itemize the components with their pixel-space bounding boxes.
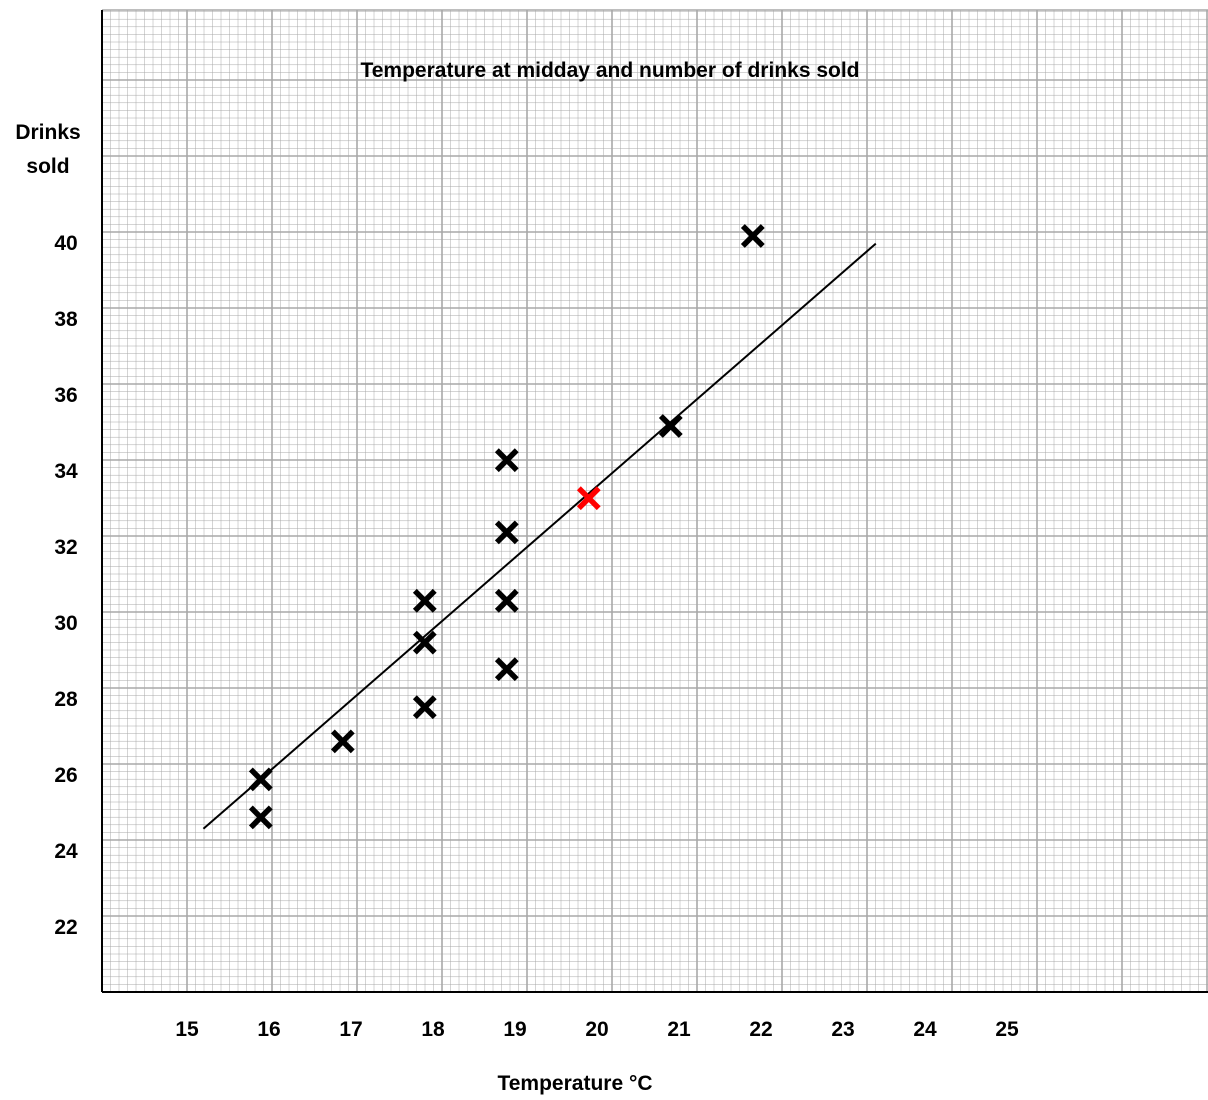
data-point-cross-stroke — [412, 588, 437, 613]
x-tick-label: 25 — [995, 1018, 1019, 1041]
data-point-cross-stroke — [248, 805, 273, 830]
data-point-cross — [412, 588, 437, 613]
y-tick-label: 30 — [54, 612, 77, 635]
data-point-cross-stroke — [494, 448, 519, 473]
highlight-point-cross-stroke — [576, 486, 601, 511]
line-of-best-fit — [202, 242, 877, 830]
data-point-cross-stroke — [494, 657, 519, 682]
data-point-cross-stroke — [740, 224, 765, 248]
x-tick-label: 16 — [257, 1018, 280, 1041]
x-tick-label: 22 — [749, 1018, 772, 1041]
y-tick-label: 38 — [54, 308, 78, 331]
x-tick-label: 18 — [421, 1018, 445, 1041]
data-point-cross — [412, 695, 437, 720]
grid — [101, 9, 1208, 993]
chart-title: Temperature at midday and number of drin… — [360, 59, 859, 82]
data-point-cross — [248, 767, 273, 792]
x-tick-label: 23 — [831, 1018, 854, 1041]
y-axis-label-line1: Drinks — [15, 121, 80, 144]
x-tick-label: 20 — [585, 1018, 608, 1041]
data-point-cross — [412, 630, 437, 655]
data-point-cross — [494, 448, 519, 473]
data-point-cross-stroke — [658, 414, 683, 438]
data-point-cross — [658, 414, 683, 438]
axes — [101, 10, 1208, 993]
x-tick-label: 21 — [667, 1018, 691, 1041]
y-tick-label: 32 — [54, 536, 77, 559]
x-tick-label: 19 — [503, 1018, 526, 1041]
data-point-cross — [330, 729, 355, 754]
data-point-cross — [494, 657, 519, 682]
y-tick-label: 28 — [54, 688, 78, 711]
data-point-cross-stroke — [330, 729, 355, 754]
data-point-cross — [248, 805, 273, 830]
y-tick-label: 34 — [54, 460, 78, 483]
y-tick-label: 26 — [54, 764, 77, 787]
tick-labels: 15 16 17 18 19 20 21 22 23 24 25 22 24 26 28 30 32 34 36 38… — [54, 232, 1019, 1041]
x-tick-label: 17 — [339, 1018, 362, 1041]
y-tick-label: 22 — [54, 916, 77, 939]
data-point-cross-stroke — [248, 767, 273, 792]
data-point-cross-stroke — [412, 695, 437, 720]
data-point-cross-stroke — [412, 630, 437, 655]
y-tick-label: 40 — [54, 232, 77, 255]
y-axis-label-line2: sold — [26, 155, 69, 178]
y-tick-label: 36 — [54, 384, 77, 407]
data-point-cross — [494, 588, 519, 613]
data-point-cross — [494, 520, 519, 545]
data-point-cross-stroke — [494, 588, 519, 613]
x-tick-label: 24 — [913, 1018, 937, 1041]
data-points — [248, 224, 765, 830]
x-axis-label: Temperature °C — [497, 1072, 652, 1095]
y-tick-label: 24 — [54, 840, 78, 863]
data-point-cross-stroke — [494, 520, 519, 545]
data-point-cross — [740, 224, 765, 248]
highlight-point-cross — [576, 486, 601, 511]
x-tick-label: 15 — [175, 1018, 199, 1041]
